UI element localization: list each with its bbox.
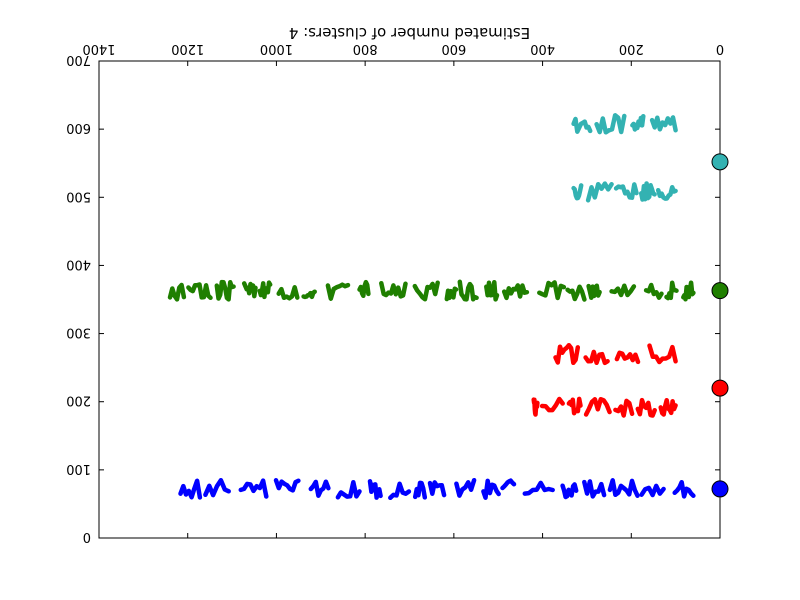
cluster-row-strokes [167, 279, 696, 302]
handwriting-stroke [639, 483, 666, 498]
handwriting-stroke [643, 282, 664, 300]
handwriting-stroke [335, 479, 362, 500]
handwriting-stroke [238, 478, 269, 499]
handwriting-stroke [257, 280, 273, 300]
handwriting-stroke [522, 480, 555, 496]
cluster-markers [711, 153, 729, 498]
handwriting-stroke [457, 279, 479, 302]
x-tick-label: 800 [353, 41, 378, 56]
handwriting-stroke [325, 282, 351, 301]
handwriting-stroke [635, 397, 657, 418]
handwriting-stroke [539, 396, 565, 413]
y-tick-label: 0 [83, 529, 91, 544]
handwriting-stroke [638, 181, 657, 202]
handwriting-stroke [594, 113, 627, 135]
handwriting-stroke [379, 280, 408, 299]
handwriting-stroke [427, 480, 447, 498]
x-axis: 0 200 400 600 800 1000 1200 1400 [82, 41, 724, 538]
handwriting-stroke [583, 396, 612, 417]
handwriting-stroke [658, 397, 678, 417]
cluster-row-strokes [571, 113, 678, 135]
cluster-center-marker [711, 480, 729, 498]
handwriting-strokes [167, 113, 696, 501]
cluster-row-strokes [178, 477, 696, 501]
handwriting-stroke [664, 280, 679, 301]
handwriting-stroke [649, 115, 678, 133]
handwriting-stroke [367, 479, 383, 500]
handwriting-stroke [630, 113, 646, 132]
y-tick-label: 600 [66, 120, 91, 135]
handwriting-stroke [571, 183, 584, 201]
handwriting-stroke [412, 280, 440, 302]
plot-area-frame [98, 60, 721, 539]
handwriting-stroke [607, 478, 640, 498]
x-tick-label: 1200 [171, 41, 204, 56]
cluster-row-strokes [531, 396, 678, 418]
x-tick-label: 400 [530, 41, 555, 56]
handwriting-stroke [388, 481, 412, 501]
handwriting-stroke [203, 477, 231, 498]
y-tick-label: 500 [66, 188, 91, 203]
handwriting-stroke [412, 480, 428, 500]
handwriting-stroke [583, 349, 610, 366]
y-tick-label: 700 [66, 52, 91, 67]
handwriting-stroke [613, 182, 639, 200]
handwriting-stroke [537, 280, 567, 301]
handwriting-stroke [500, 478, 517, 491]
x-tick-label: 200 [619, 41, 644, 56]
y-tick-label: 300 [66, 325, 91, 340]
x-tick-label: 600 [441, 41, 466, 56]
cluster-center-marker [711, 379, 729, 397]
handwriting-stroke [484, 279, 500, 302]
handwriting-stroke [308, 479, 331, 498]
handwriting-stroke [553, 342, 581, 366]
handwriting-stroke [501, 283, 530, 301]
handwriting-stroke [566, 396, 583, 416]
handwriting-stroke [531, 397, 540, 417]
y-tick-label: 400 [66, 256, 91, 271]
handwriting-stroke [167, 282, 187, 302]
x-tick-label: 1000 [260, 41, 293, 56]
handwriting-stroke [571, 116, 593, 134]
cluster-center-marker [711, 282, 729, 300]
handwriting-stroke [655, 184, 678, 201]
y-tick-label: 200 [66, 393, 91, 408]
handwriting-stroke [214, 279, 236, 302]
handwriting-stroke [276, 285, 300, 301]
handwriting-stroke [585, 181, 614, 203]
handwriting-stroke [681, 280, 696, 302]
handwriting-stroke [614, 350, 641, 365]
handwriting-stroke [565, 284, 587, 302]
y-axis: 0 100 200 300 400 500 600 700 [66, 52, 720, 544]
handwriting-stroke [241, 281, 258, 299]
x-tick-label: 1400 [82, 41, 115, 56]
handwriting-stroke [357, 279, 371, 299]
handwriting-stroke [444, 286, 459, 302]
handwriting-stroke [586, 283, 602, 300]
cluster-row-strokes [571, 181, 678, 203]
cluster-row-strokes [553, 342, 678, 366]
handwriting-stroke [178, 478, 203, 500]
handwriting-stroke [273, 478, 301, 493]
handwriting-stroke [672, 479, 696, 499]
handwriting-stroke [582, 479, 607, 499]
handwriting-stroke [613, 398, 635, 418]
handwriting-stroke [301, 289, 317, 300]
y-tick-label: 100 [66, 461, 91, 476]
handwriting-stroke [454, 477, 477, 498]
x-tick-label: 0 [716, 41, 724, 56]
handwriting-stroke [609, 283, 637, 298]
handwriting-stroke [186, 282, 213, 301]
handwriting-stroke [481, 478, 501, 500]
rotated-plot: 0 200 400 600 800 1000 1200 1400 0 100 200 300 400 5… [66, 24, 729, 544]
cluster-center-marker [711, 153, 729, 171]
handwriting-stroke [647, 343, 678, 365]
handwriting-stroke [560, 482, 579, 500]
x-axis-title: Estimated number of clusters: 4 [289, 24, 530, 42]
